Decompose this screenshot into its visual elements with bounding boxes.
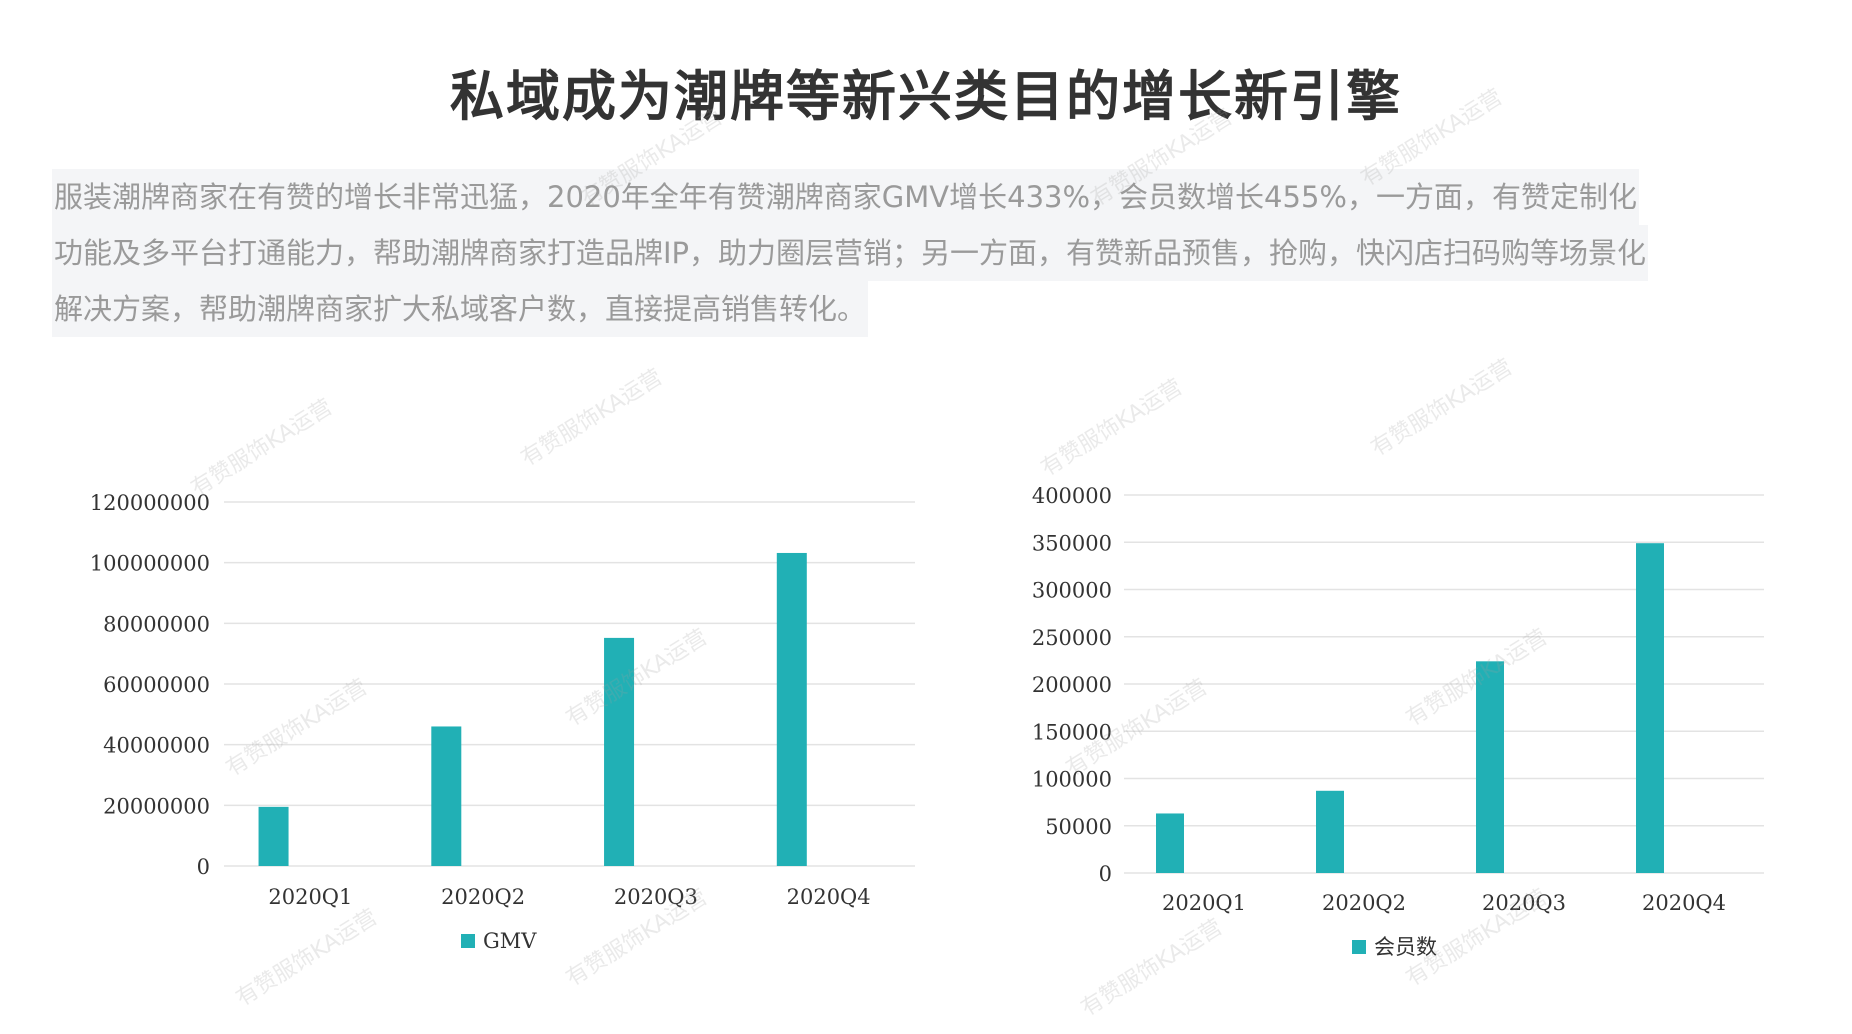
paragraph-line: 服装潮牌商家在有赞的增长非常迅猛，2020年全年有赞潮牌商家GMV增长433%，… — [52, 169, 1639, 225]
y-tick-label: 400000 — [1032, 484, 1112, 508]
x-tick-label: 2020Q4 — [1642, 891, 1726, 915]
y-tick-label: 250000 — [1032, 626, 1112, 650]
x-tick-label: 2020Q3 — [614, 885, 698, 909]
y-tick-label: 300000 — [1032, 579, 1112, 603]
page-title: 私域成为潮牌等新兴类目的增长新引擎 — [450, 65, 1402, 128]
x-tick-label: 2020Q1 — [268, 885, 352, 909]
legend-label: 会员数 — [1374, 935, 1437, 959]
y-tick-label: 120000000 — [90, 491, 210, 515]
x-tick-label: 2020Q4 — [787, 885, 871, 909]
paragraph-line: 解决方案，帮助潮牌商家扩大私域客户数，直接提高销售转化。 — [52, 281, 869, 337]
legend-swatch — [461, 934, 475, 948]
bar — [776, 552, 807, 866]
bar — [1476, 661, 1504, 873]
y-tick-label: 0 — [197, 855, 210, 879]
bar — [258, 806, 289, 866]
x-tick-label: 2020Q1 — [1162, 891, 1246, 915]
y-tick-label: 40000000 — [103, 734, 210, 758]
y-tick-label: 60000000 — [103, 673, 210, 697]
bar — [431, 726, 462, 866]
y-tick-label: 20000000 — [103, 794, 210, 818]
y-tick-label: 100000 — [1032, 768, 1112, 792]
paragraph-line: 功能及多平台打通能力，帮助潮牌商家打造品牌IP，助力圈层营销；另一方面，有赞新品… — [52, 225, 1649, 281]
description-paragraph: 服装潮牌商家在有赞的增长非常迅猛，2020年全年有赞潮牌商家GMV增长433%，… — [52, 169, 1795, 337]
legend-swatch — [1352, 940, 1366, 954]
y-tick-label: 80000000 — [103, 612, 210, 636]
legend-label: GMV — [483, 929, 537, 953]
bar — [1636, 543, 1664, 873]
y-tick-label: 0 — [1099, 862, 1112, 886]
y-tick-label: 350000 — [1032, 531, 1112, 555]
y-tick-label: 150000 — [1032, 720, 1112, 744]
y-tick-label: 100000000 — [90, 552, 210, 576]
x-tick-label: 2020Q2 — [1322, 891, 1406, 915]
x-tick-label: 2020Q3 — [1482, 891, 1566, 915]
bar — [1316, 790, 1344, 873]
y-tick-label: 200000 — [1032, 673, 1112, 697]
x-tick-label: 2020Q2 — [441, 885, 525, 909]
bar — [604, 637, 635, 866]
bar — [1156, 813, 1184, 873]
y-tick-label: 50000 — [1045, 815, 1112, 839]
